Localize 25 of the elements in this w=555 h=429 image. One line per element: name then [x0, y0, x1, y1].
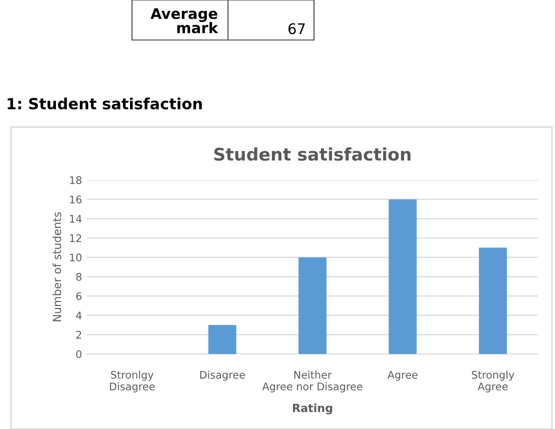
y-tick-label: 0	[76, 350, 82, 358]
chart-title: Student satisfaction	[214, 147, 411, 161]
text: 1: Student satisfaction	[8, 98, 202, 110]
bar	[388, 199, 417, 354]
text: Average mark	[150, 8, 218, 34]
y-tick-label: 8	[76, 272, 82, 281]
bar	[208, 325, 236, 354]
y-tick-label: 14	[70, 215, 82, 223]
y-tick-label: 2	[76, 330, 82, 339]
bar	[478, 248, 507, 354]
x-tick-label: Disagree	[200, 370, 245, 381]
x-axis-title: Rating	[293, 404, 332, 414]
y-tick-label: 4	[76, 312, 82, 320]
x-tick-label: Stronlgy Disagree	[110, 370, 155, 392]
y-tick-label: 12	[70, 234, 82, 242]
x-tick-label: Agree	[387, 370, 418, 381]
y-axis-title: Number of students	[52, 212, 62, 322]
y-tick-label: 6	[76, 292, 82, 300]
text: 67	[288, 23, 305, 34]
y-tick-label: 16	[70, 196, 82, 204]
y-tick-label: 18	[70, 176, 82, 184]
y-tick-label: 10	[70, 254, 82, 262]
x-tick-label: Neither Agree nor Disagree	[262, 370, 362, 392]
bar	[298, 257, 326, 354]
x-tick-label: Strongly Agree	[472, 370, 514, 392]
